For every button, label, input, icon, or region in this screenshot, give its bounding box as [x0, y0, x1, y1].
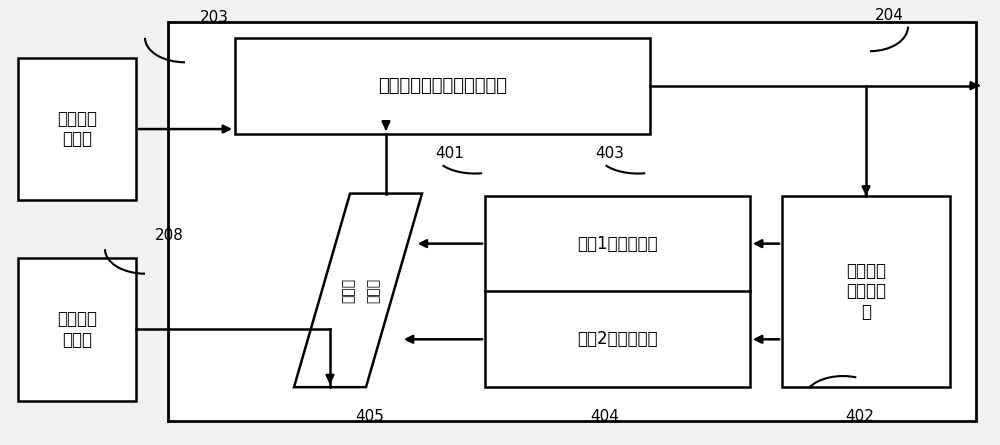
Text: 208: 208 [155, 228, 184, 243]
Text: 405: 405 [355, 409, 384, 424]
Bar [168, 22, 976, 421]
Text: 403: 403 [595, 146, 624, 161]
Bar [18, 58, 136, 200]
Text: 信号切换
控制器: 信号切换 控制器 [57, 310, 97, 349]
Text: 拉格朗日插值重采样滤波器: 拉格朗日插值重采样滤波器 [378, 77, 507, 95]
Text: 模拟数字
转换器: 模拟数字 转换器 [57, 109, 97, 149]
Text: 选择器: 选择器 [366, 278, 380, 303]
Bar [235, 38, 650, 134]
Text: 重采样: 重采样 [341, 278, 355, 303]
Bar [485, 196, 750, 387]
Text: 通道2相位累加器: 通道2相位累加器 [577, 330, 658, 348]
Polygon shape [294, 194, 422, 387]
Text: 401: 401 [435, 146, 464, 161]
Text: 采样频偏
估计子模
块: 采样频偏 估计子模 块 [846, 262, 886, 321]
Text: 204: 204 [875, 8, 904, 23]
Text: 402: 402 [845, 409, 874, 424]
Text: 404: 404 [590, 409, 619, 424]
Bar [782, 196, 950, 387]
Text: 通道1相位累加器: 通道1相位累加器 [577, 235, 658, 253]
Bar [18, 258, 136, 400]
Text: 203: 203 [200, 10, 229, 25]
